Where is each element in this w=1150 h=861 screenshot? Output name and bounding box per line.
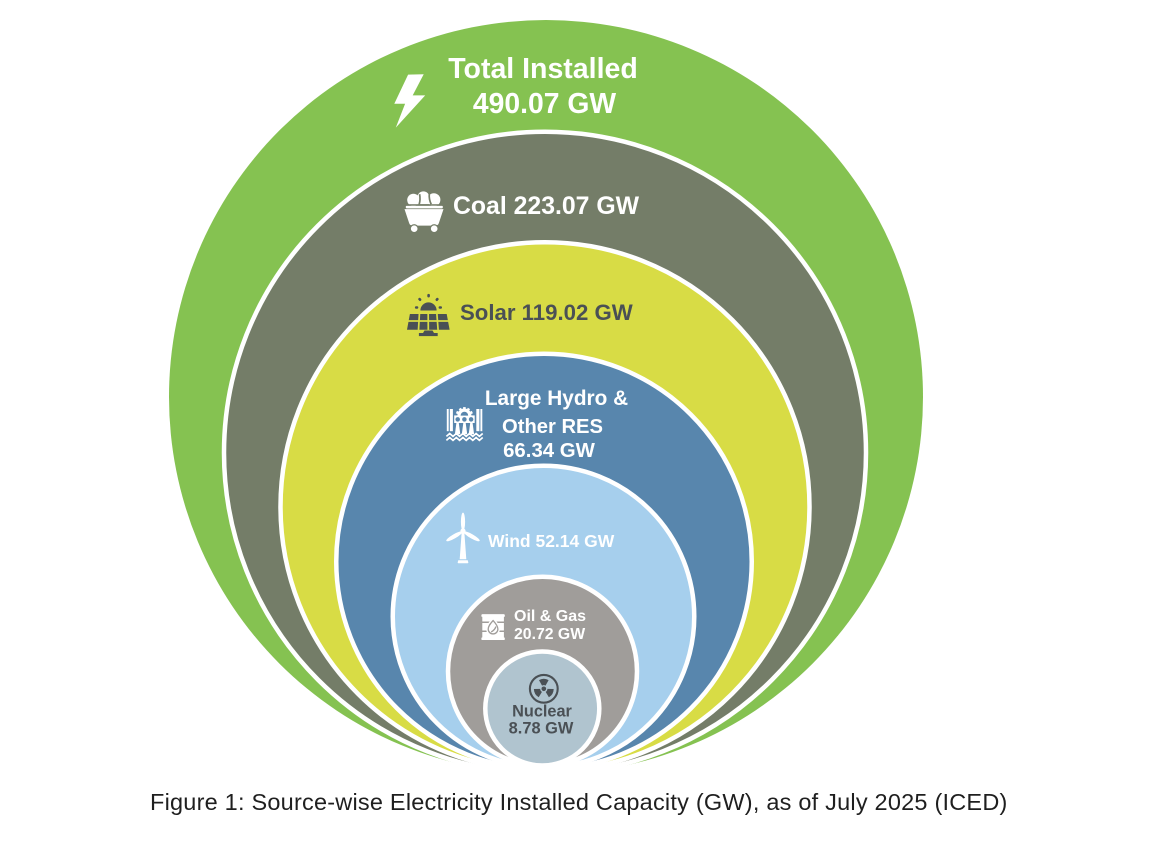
svg-text:8.78 GW: 8.78 GW	[509, 720, 574, 738]
svg-text:Wind 52.14 GW: Wind 52.14 GW	[488, 531, 615, 551]
svg-text:490.07 GW: 490.07 GW	[473, 87, 616, 119]
svg-text:Solar 119.02 GW: Solar 119.02 GW	[460, 300, 633, 325]
svg-text:Figure 1: Source-wise Electric: Figure 1: Source-wise Electricity Instal…	[150, 789, 1008, 815]
svg-text:66.34 GW: 66.34 GW	[503, 440, 596, 462]
svg-text:Coal 223.07 GW: Coal 223.07 GW	[453, 193, 640, 220]
svg-text:Oil & Gas: Oil & Gas	[514, 608, 586, 625]
svg-text:Large Hydro &: Large Hydro &	[485, 387, 628, 410]
svg-text:Other RES: Other RES	[502, 416, 603, 438]
svg-text:Total Installed: Total Installed	[448, 53, 638, 85]
svg-text:Nuclear: Nuclear	[512, 703, 572, 721]
svg-text:20.72 GW: 20.72 GW	[514, 626, 585, 643]
